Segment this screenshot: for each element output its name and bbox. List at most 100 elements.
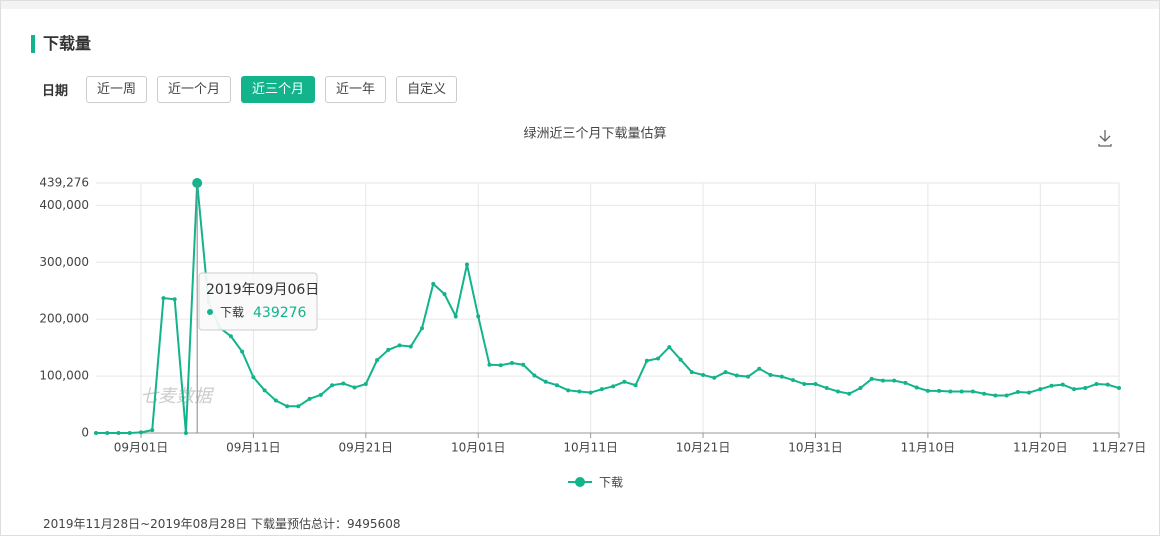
x-tick-label: 10月31日 — [788, 441, 843, 455]
point — [1072, 387, 1077, 392]
point — [802, 382, 807, 387]
point — [228, 334, 233, 339]
point — [554, 383, 559, 388]
point — [622, 379, 627, 384]
legend-label: 下载 — [599, 476, 623, 490]
point — [858, 386, 863, 391]
point — [1049, 383, 1054, 388]
point — [757, 366, 762, 371]
point — [734, 373, 739, 378]
point — [1094, 382, 1099, 387]
point — [712, 375, 717, 380]
y-tick-label: 400,000 — [39, 198, 89, 212]
point — [746, 374, 751, 379]
point — [386, 347, 391, 352]
point — [667, 345, 672, 350]
x-tick-label: 11月27日 — [1092, 441, 1147, 455]
point — [431, 281, 436, 286]
point — [138, 430, 143, 435]
point — [1027, 390, 1032, 395]
point — [588, 390, 593, 395]
point — [150, 428, 155, 433]
point — [790, 378, 795, 383]
point — [678, 357, 683, 362]
point — [161, 296, 166, 301]
point — [296, 404, 301, 409]
point — [251, 375, 256, 380]
tooltip-box — [198, 272, 318, 331]
tooltip-dot — [207, 309, 213, 315]
filter-button[interactable]: 近三个月 — [241, 76, 316, 103]
point — [1015, 390, 1020, 395]
x-tick-label: 10月01日 — [451, 441, 506, 455]
point — [847, 391, 852, 396]
point — [352, 385, 357, 390]
x-tick-label: 10月21日 — [676, 441, 731, 455]
point — [105, 431, 110, 435]
point — [127, 431, 132, 435]
point — [723, 370, 728, 375]
y-tick-label: 300,000 — [39, 255, 89, 269]
point — [633, 383, 638, 388]
point — [307, 396, 312, 401]
point — [656, 356, 661, 361]
x-tick-label: 11月20日 — [1013, 441, 1068, 455]
point — [611, 384, 616, 389]
point — [937, 388, 942, 393]
point — [835, 389, 840, 394]
x-tick-label: 10月11日 — [563, 441, 618, 455]
point — [363, 382, 368, 387]
point — [993, 393, 998, 398]
filter-button[interactable]: 自定义 — [396, 76, 458, 103]
point — [420, 326, 425, 331]
tooltip-series: 下载 — [220, 306, 244, 320]
point — [880, 378, 885, 383]
point — [240, 349, 245, 354]
point — [925, 388, 930, 393]
point — [498, 363, 503, 368]
point — [577, 389, 582, 394]
point — [1117, 386, 1121, 391]
y-tick-label: 0 — [81, 426, 89, 440]
point — [341, 381, 346, 386]
point — [779, 374, 784, 379]
point — [375, 358, 380, 363]
filter-buttons: 近一周 近一个月 近三个月 近一年 自定义 — [86, 76, 458, 103]
filter-button[interactable]: 近一个月 — [157, 76, 232, 103]
y-tick-label: 200,000 — [39, 312, 89, 326]
legend-marker — [575, 477, 585, 487]
point — [521, 362, 526, 367]
filter-button[interactable]: 近一年 — [325, 76, 387, 103]
tooltip-date: 2019年09月06日 — [206, 282, 319, 298]
point — [959, 389, 964, 394]
chart-title: 绿洲近三个月下载量估算 — [523, 127, 666, 142]
point — [824, 386, 829, 391]
point — [701, 372, 706, 377]
point — [172, 297, 177, 302]
point — [1060, 382, 1065, 387]
download-icon[interactable] — [1098, 130, 1112, 147]
x-tick-label: 09月11日 — [226, 441, 281, 455]
point — [397, 343, 402, 348]
point — [903, 380, 908, 385]
point — [566, 388, 571, 393]
point — [116, 431, 121, 435]
x-tick-label: 09月01日 — [114, 441, 169, 455]
point — [532, 373, 537, 378]
point — [476, 314, 481, 319]
point — [644, 358, 649, 363]
point — [453, 314, 458, 319]
point — [318, 392, 323, 397]
point — [813, 382, 818, 387]
point — [509, 360, 514, 365]
point — [273, 398, 278, 403]
x-tick-label: 09月21日 — [339, 441, 394, 455]
point — [1105, 382, 1110, 387]
filter-button[interactable]: 近一周 — [86, 76, 148, 103]
point — [1038, 387, 1043, 392]
section-title: 下载量 — [31, 35, 91, 53]
footer: 2019年11月28日~2019年08月28日 下载量预估总计：9495608 — [43, 517, 401, 531]
